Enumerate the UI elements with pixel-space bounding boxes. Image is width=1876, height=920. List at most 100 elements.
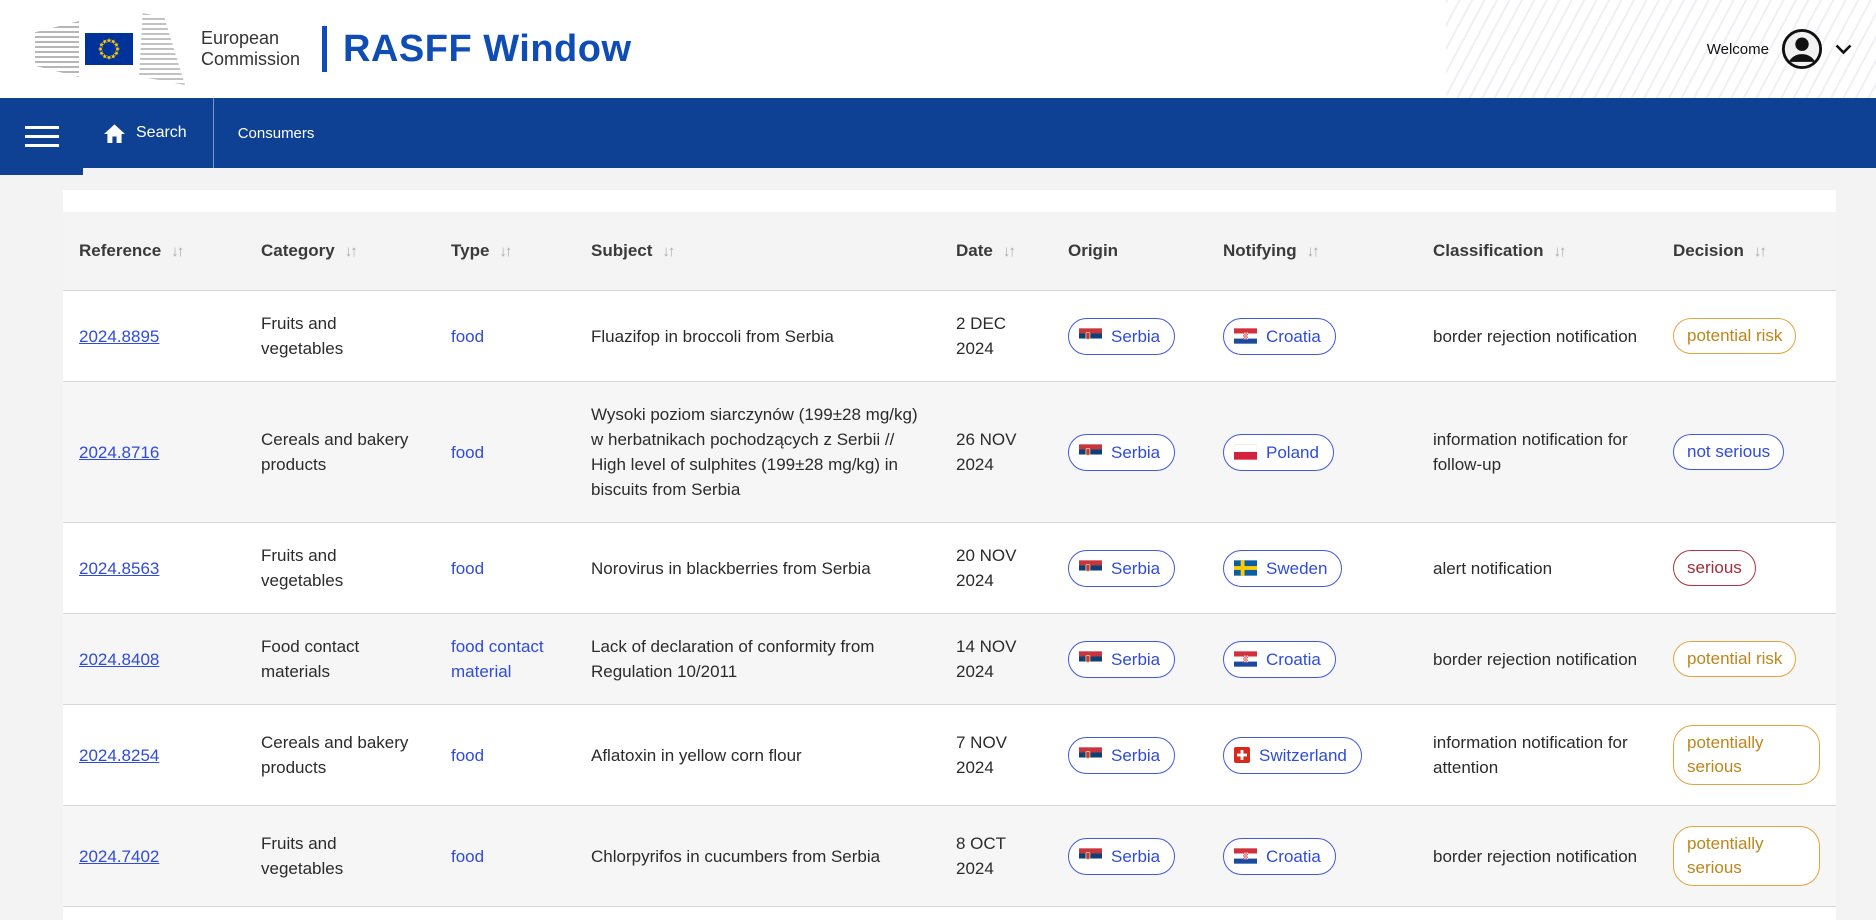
- notifying-country-pill[interactable]: Switzerland: [1223, 736, 1362, 774]
- reference-cell: 2024.8408: [63, 613, 245, 705]
- notifying-country-pill[interactable]: Croatia: [1223, 640, 1336, 678]
- sort-icon[interactable]: ↓↑: [1306, 243, 1320, 260]
- notifying-country-pill[interactable]: Croatia: [1223, 837, 1336, 875]
- decision-cell: not serious: [1657, 381, 1836, 523]
- category-cell: Fruits and vegetables: [245, 522, 435, 614]
- origin-country-pill[interactable]: Serbia: [1068, 640, 1176, 678]
- reference-link[interactable]: 2024.8895: [79, 326, 160, 346]
- user-avatar-icon[interactable]: [1781, 28, 1823, 70]
- sort-icon[interactable]: ↓↑: [1553, 243, 1567, 260]
- nav-item-label: Consumers: [237, 124, 315, 142]
- origin-country-pill[interactable]: Serbia: [1068, 433, 1176, 471]
- sort-icon[interactable]: ↓↑: [499, 243, 512, 260]
- croatia-flag-icon: [1234, 651, 1257, 667]
- reference-link[interactable]: 2024.8254: [79, 745, 160, 765]
- hamburger-bar: [24, 135, 59, 138]
- main-navigation: Search Consumers: [0, 98, 1876, 175]
- origin-country-pill[interactable]: Serbia: [1068, 736, 1176, 774]
- type-cell: food: [435, 805, 575, 907]
- reference-cell: 2024.8895: [63, 290, 245, 382]
- sort-icon[interactable]: ↓↑: [344, 243, 358, 260]
- origin-cell: Serbia: [1052, 704, 1207, 806]
- column-label: Category: [261, 241, 335, 260]
- country-label: Serbia: [1111, 745, 1161, 765]
- sort-icon[interactable]: ↓↑: [662, 243, 675, 260]
- type-link[interactable]: food contact material: [451, 637, 544, 681]
- nav-item-search[interactable]: Search: [83, 98, 213, 168]
- type-link[interactable]: food: [451, 326, 485, 346]
- notifications-table: Reference ↓↑ Category ↓↑ Type ↓↑ Subject ↓↑ Date…: [63, 212, 1836, 920]
- column-label: Origin: [1068, 241, 1119, 260]
- origin-cell: Serbia: [1052, 805, 1207, 907]
- reference-cell: 2024.8716: [63, 381, 245, 523]
- decision-badge[interactable]: potential risk: [1673, 641, 1797, 677]
- decision-badge[interactable]: not serious: [1673, 434, 1785, 470]
- column-header-subject: Subject ↓↑: [575, 212, 940, 291]
- country-label: Serbia: [1111, 326, 1161, 346]
- reference-cell: 2024.8254: [63, 704, 245, 806]
- notifying-country-pill[interactable]: Croatia: [1223, 317, 1336, 355]
- origin-country-pill[interactable]: Serbia: [1068, 317, 1176, 355]
- sweden-flag-icon: [1234, 560, 1257, 576]
- subject-cell: Fluazifop in broccoli from Serbia: [575, 290, 940, 382]
- hamburger-menu-button[interactable]: [0, 98, 83, 175]
- country-label: Serbia: [1111, 846, 1161, 866]
- column-label: Classification: [1433, 241, 1544, 260]
- classification-cell: border rejection notification: [1417, 906, 1657, 920]
- notifying-cell: Croatia: [1207, 290, 1417, 382]
- classification-cell: border rejection notification: [1417, 805, 1657, 907]
- notifying-country-pill[interactable]: Poland: [1223, 433, 1334, 471]
- country-label: Croatia: [1266, 326, 1321, 346]
- logo-lines-decoration: [35, 21, 79, 77]
- decision-badge[interactable]: potential risk: [1673, 318, 1797, 354]
- reference-link[interactable]: 2024.8716: [79, 442, 160, 462]
- column-label: Decision: [1673, 241, 1744, 260]
- subject-cell: Wysoki poziom siarczynów (199±28 mg/kg) …: [575, 381, 940, 523]
- table-row: 2024.7402 Fruits and vegetables food Chlorp…: [63, 805, 1836, 907]
- reference-link[interactable]: 2024.7402: [79, 846, 160, 866]
- decision-cell: potential risk: [1657, 613, 1836, 705]
- sort-icon[interactable]: ↓↑: [1002, 243, 1016, 260]
- decision-badge[interactable]: potentially serious: [1673, 725, 1820, 785]
- country-label: Serbia: [1111, 442, 1161, 462]
- nav-item-consumers[interactable]: Consumers: [214, 98, 339, 168]
- type-link[interactable]: food: [451, 846, 485, 866]
- table-row: 2024.8895 Fruits and vegetables food Fluazi…: [63, 290, 1836, 382]
- main-content: Reference ↓↑ Category ↓↑ Type ↓↑ Subject ↓↑ Date…: [0, 168, 1876, 920]
- origin-cell: Serbia: [1052, 613, 1207, 705]
- chevron-down-icon[interactable]: [1835, 44, 1852, 55]
- eu-flag-icon: [85, 33, 133, 65]
- serbia-flag-icon: [1079, 444, 1102, 460]
- serbia-flag-icon: [1079, 651, 1102, 667]
- origin-cell: Serbia: [1052, 522, 1207, 614]
- classification-cell: information notification for attention: [1417, 704, 1657, 806]
- type-link[interactable]: food: [451, 558, 485, 578]
- serbia-flag-icon: [1079, 848, 1102, 864]
- category-cell: Food contact materials: [245, 906, 435, 920]
- notifying-cell: Croatia: [1207, 906, 1417, 920]
- country-label: Croatia: [1266, 649, 1321, 669]
- table-row: 2024.8408 Food contact materials food cont…: [63, 613, 1836, 705]
- type-link[interactable]: food: [451, 442, 485, 462]
- column-label: Subject: [591, 241, 653, 260]
- origin-cell: Serbia: [1052, 381, 1207, 523]
- european-commission-logo[interactable]: European Commission: [35, 13, 300, 85]
- notifying-country-pill[interactable]: Sweden: [1223, 549, 1343, 587]
- decision-badge[interactable]: serious: [1673, 550, 1756, 586]
- subject-cell: High content of lead and cadmium in: [575, 906, 940, 920]
- reference-link[interactable]: 2024.8408: [79, 649, 160, 669]
- category-cell: Fruits and vegetables: [245, 290, 435, 382]
- type-cell: food: [435, 522, 575, 614]
- origin-country-pill[interactable]: Serbia: [1068, 837, 1176, 875]
- title-separator: [322, 26, 328, 72]
- logo-lines-decoration: [139, 13, 185, 85]
- decision-badge[interactable]: potentially serious: [1673, 826, 1820, 886]
- origin-country-pill[interactable]: Serbia: [1068, 549, 1176, 587]
- type-cell: food: [435, 290, 575, 382]
- sort-icon[interactable]: ↓↑: [171, 243, 184, 260]
- sort-icon[interactable]: ↓↑: [1753, 243, 1767, 260]
- date-cell: 14 NOV 2024: [940, 613, 1052, 705]
- reference-link[interactable]: 2024.8563: [79, 558, 160, 578]
- type-link[interactable]: food: [451, 745, 485, 765]
- origin-cell: Serbia: [1052, 290, 1207, 382]
